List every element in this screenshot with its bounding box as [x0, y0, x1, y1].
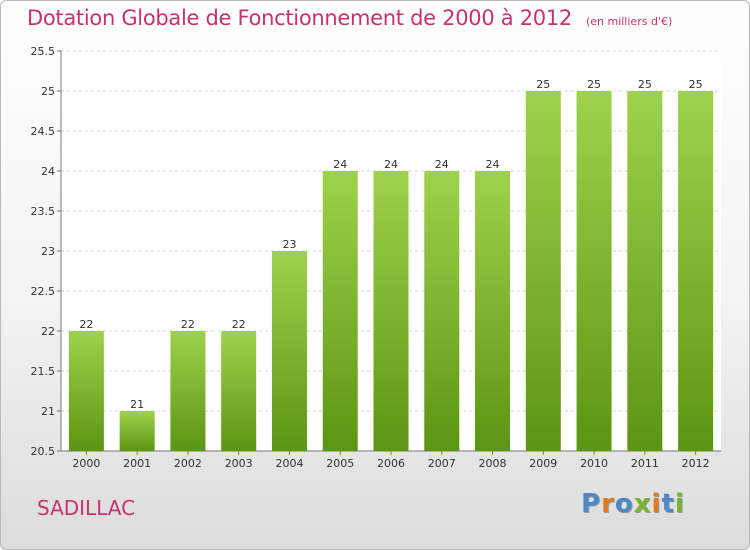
- x-tick-label: 2005: [326, 457, 354, 470]
- logo-letter: P: [581, 489, 602, 519]
- bar: [170, 331, 206, 451]
- bar-value-label: 24: [435, 158, 449, 171]
- bar-value-label: 24: [333, 158, 347, 171]
- x-tick-label: 2010: [580, 457, 608, 470]
- bar: [525, 91, 561, 451]
- bar-value-label: 22: [79, 318, 93, 331]
- y-tick-label: 20.5: [31, 445, 56, 458]
- logo-letter: x: [633, 489, 652, 519]
- chart-title: Dotation Globale de Fonctionnement de 20…: [27, 6, 672, 30]
- bar: [322, 171, 358, 451]
- bar: [221, 331, 257, 451]
- logo-letter: r: [601, 489, 615, 519]
- bar: [678, 91, 714, 451]
- x-tick-label: 2000: [72, 457, 100, 470]
- bar-value-label: 21: [130, 398, 144, 411]
- bar: [627, 91, 663, 451]
- bar: [119, 411, 155, 451]
- bar: [576, 91, 612, 451]
- x-tick-label: 2011: [631, 457, 659, 470]
- y-tick-label: 21.5: [31, 365, 56, 378]
- y-tick-label: 24: [41, 165, 55, 178]
- logo-letter: i: [651, 489, 662, 519]
- bar-value-label: 25: [587, 78, 601, 91]
- bar: [475, 171, 511, 451]
- chart-unit: (en milliers d'€): [585, 15, 673, 28]
- x-tick-label: 2006: [377, 457, 405, 470]
- proxiti-logo: Proxiti: [581, 489, 685, 519]
- x-tick-label: 2001: [123, 457, 151, 470]
- y-tick-label: 24.5: [31, 125, 56, 138]
- bar-value-label: 25: [689, 78, 703, 91]
- y-tick-label: 22: [41, 325, 55, 338]
- y-tick-label: 23: [41, 245, 55, 258]
- y-tick-label: 23.5: [31, 205, 56, 218]
- bar-value-label: 22: [181, 318, 195, 331]
- bar-value-label: 24: [486, 158, 500, 171]
- commune-name: SADILLAC: [37, 496, 136, 520]
- y-tick-label: 25: [41, 85, 55, 98]
- x-tick-label: 2009: [529, 457, 557, 470]
- chart-title-text: Dotation Globale de Fonctionnement de 20…: [27, 6, 572, 30]
- x-tick-label: 2002: [174, 457, 202, 470]
- x-tick-label: 2003: [225, 457, 253, 470]
- y-tick-label: 22.5: [31, 285, 56, 298]
- x-tick-label: 2008: [479, 457, 507, 470]
- x-tick-label: 2007: [428, 457, 456, 470]
- bar-value-label: 25: [536, 78, 550, 91]
- logo-letter: t: [661, 489, 675, 519]
- bar-value-label: 25: [638, 78, 652, 91]
- bar: [271, 251, 307, 451]
- x-tick-label: 2004: [275, 457, 303, 470]
- bar: [68, 331, 104, 451]
- logo-letter: i: [674, 489, 685, 519]
- bar: [424, 171, 460, 451]
- bar-value-label: 23: [282, 238, 296, 251]
- bar-value-label: 24: [384, 158, 398, 171]
- logo-letter: o: [614, 489, 634, 519]
- x-tick-label: 2012: [682, 457, 710, 470]
- y-tick-label: 21: [41, 405, 55, 418]
- bar-value-label: 22: [232, 318, 246, 331]
- bar: [373, 171, 409, 451]
- y-tick-label: 25.5: [31, 45, 56, 58]
